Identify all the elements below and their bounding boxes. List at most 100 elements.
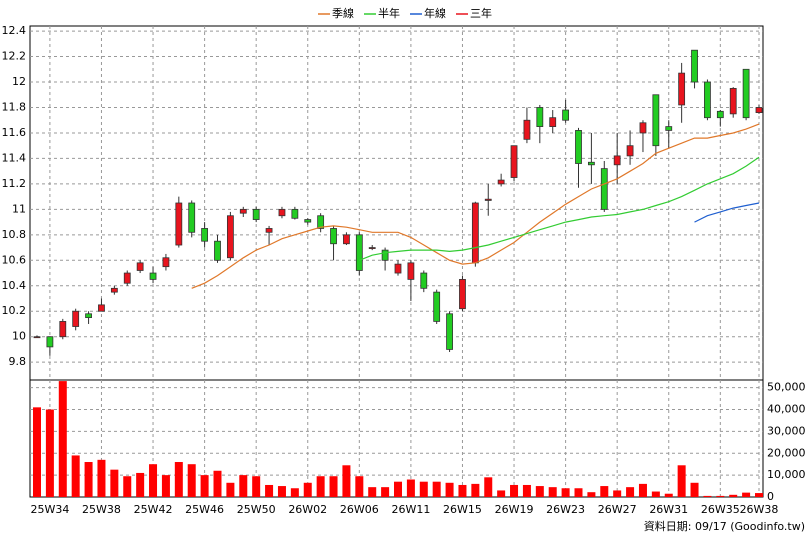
volume-bar — [432, 481, 441, 497]
candle-body — [317, 215, 325, 229]
candle-body — [716, 110, 724, 119]
ma-line — [359, 156, 760, 261]
y-tick-label: 11 — [12, 202, 26, 215]
candle-body — [368, 247, 376, 249]
volume-bar — [690, 482, 699, 497]
candle-body — [46, 336, 54, 348]
x-tick-label: 25W42 — [134, 503, 173, 516]
candle-body — [704, 81, 711, 119]
volume-bar — [445, 482, 454, 497]
volume-bar — [613, 490, 622, 497]
volume-bar — [458, 484, 467, 497]
y2-tick-label: 0 — [767, 490, 774, 503]
y-tick-label: 12.4 — [2, 24, 27, 37]
volume-bar — [548, 487, 557, 497]
candle-body — [110, 287, 118, 293]
volume-bar — [561, 488, 570, 497]
candle-body — [330, 228, 337, 245]
x-tick-label: 26W31 — [649, 503, 688, 516]
candle-body — [433, 291, 441, 322]
volume-bar — [381, 487, 390, 497]
candle-body — [587, 161, 595, 166]
y2-tick-label: 20,000 — [767, 446, 806, 459]
volume-bar — [213, 470, 222, 497]
volume-bar — [33, 407, 41, 497]
legend-label: 三年 — [470, 6, 492, 20]
volume-bar — [755, 493, 763, 497]
candle-body — [59, 321, 67, 338]
candle-body — [343, 234, 350, 245]
volume-bar — [45, 409, 54, 497]
volume-bar — [419, 481, 428, 497]
x-tick-label: 25W34 — [30, 503, 69, 516]
volume-bar — [471, 483, 480, 497]
x-tick-label: 26W02 — [288, 503, 327, 516]
volume-bar — [290, 488, 299, 497]
candle-body — [72, 310, 80, 327]
volume-bar — [174, 462, 183, 497]
volume-bar — [136, 472, 145, 497]
candle-body — [381, 249, 389, 261]
volume-bar — [729, 494, 738, 497]
volume-bar — [587, 492, 596, 497]
candle-body — [755, 107, 763, 113]
y-tick-label: 10.2 — [2, 304, 27, 317]
volume-bar — [110, 469, 119, 497]
y-tick-label: 11.8 — [2, 100, 27, 113]
y-tick-label: 10.4 — [2, 279, 27, 292]
x-tick-label: 26W35 — [701, 503, 740, 516]
volume-bar — [355, 476, 364, 497]
candle-body — [226, 215, 234, 259]
volume-bar — [484, 477, 493, 497]
volume-bar — [497, 490, 506, 497]
volume-bar — [368, 487, 377, 497]
y-tick-label: 10 — [12, 330, 26, 343]
candle-body — [549, 117, 557, 127]
y-tick-label: 9.8 — [9, 355, 27, 368]
x-tick-label: 26W06 — [340, 503, 379, 516]
volume-bar — [742, 492, 751, 497]
volume-bar — [84, 462, 93, 497]
volume-bar — [303, 482, 312, 497]
y-tick-label: 11.2 — [2, 177, 27, 190]
candle-body — [278, 208, 286, 217]
candle-body — [729, 87, 737, 115]
y-tick-label: 11.4 — [2, 151, 27, 164]
candle-body — [459, 279, 466, 310]
volume-bar — [638, 483, 647, 497]
candle-body — [510, 145, 518, 178]
volume-bar — [651, 491, 660, 497]
candle-body — [678, 72, 686, 106]
legend-label: 季線 — [332, 6, 354, 20]
volume-bar — [510, 484, 519, 497]
candle-body — [123, 272, 131, 284]
x-tick-label: 25W50 — [237, 503, 276, 516]
y-tick-label: 10.8 — [2, 228, 27, 241]
volume-bar — [703, 495, 712, 497]
volume-bar — [200, 475, 209, 497]
candle-body — [188, 202, 196, 233]
y2-tick-label: 30,000 — [767, 424, 806, 437]
candle-body — [407, 262, 415, 280]
y-tick-label: 12.2 — [2, 50, 27, 63]
volume-bar — [716, 495, 725, 497]
volume-bar — [535, 486, 544, 497]
x-tick-label: 26W11 — [391, 503, 430, 516]
candle-body — [600, 168, 608, 210]
volume-bar — [265, 484, 274, 497]
y2-tick-label: 50,000 — [767, 381, 806, 394]
candle-body — [201, 228, 209, 242]
legend-label: 年線 — [424, 6, 446, 20]
y-tick-label: 10.6 — [2, 253, 27, 266]
x-tick-label: 25W46 — [185, 503, 224, 516]
y2-tick-label: 10,000 — [767, 468, 806, 481]
candle-body — [665, 126, 673, 131]
candle-body — [239, 208, 247, 214]
y-tick-label: 11.6 — [2, 126, 27, 139]
candle-body — [497, 179, 505, 185]
x-tick-label: 26W38 — [740, 503, 779, 516]
candle-body — [471, 202, 479, 264]
candle-body — [304, 219, 312, 223]
volume-bar — [161, 475, 170, 497]
